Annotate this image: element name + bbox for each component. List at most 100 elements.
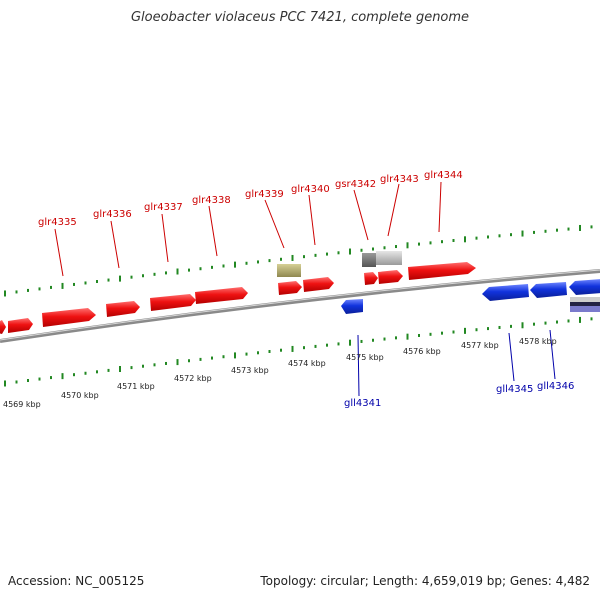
gene-label-forward: glr4337: [144, 202, 183, 213]
kbp-label: 4575 kbp: [346, 353, 384, 362]
minor-tick: [452, 238, 455, 242]
minor-tick: [498, 234, 501, 238]
minor-tick: [165, 361, 167, 365]
minor-tick: [510, 324, 512, 328]
gene-label-forward: gsr4342: [335, 179, 376, 190]
major-tick: [119, 275, 121, 282]
gene-arrow-forward: [408, 262, 476, 280]
minor-tick: [372, 338, 374, 342]
minor-tick: [441, 331, 443, 335]
kbp-label: 4573 kbp: [231, 366, 269, 375]
genome-backbone: [0, 269, 600, 343]
reverse-genes: [341, 279, 600, 314]
kbp-label: 4571 kbp: [117, 382, 155, 391]
gene-arrow-forward: [195, 287, 248, 304]
minor-tick: [27, 379, 29, 383]
minor-tick: [257, 351, 259, 355]
major-tick: [349, 339, 351, 346]
reverse-feature-grey: [570, 297, 600, 302]
gene-arrow-forward: [378, 270, 403, 284]
minor-tick: [303, 346, 305, 350]
minor-tick: [452, 330, 455, 334]
major-tick: [464, 327, 466, 334]
minor-tick: [533, 322, 535, 326]
gene-arrow-forward: [364, 272, 378, 285]
pseudogene-feature: [376, 251, 402, 265]
gene-arrow-reverse: [530, 282, 567, 298]
minor-tick: [326, 252, 328, 256]
minor-tick: [383, 246, 386, 250]
minor-tick: [487, 235, 489, 239]
minor-tick: [280, 348, 282, 352]
minor-tick: [533, 230, 535, 234]
minor-tick: [280, 257, 282, 261]
gene-label-forward: glr4343: [380, 174, 419, 185]
gene-arrow-reverse: [569, 279, 600, 295]
gene-label-reverse: gll4341: [344, 398, 381, 409]
minor-tick: [38, 377, 41, 381]
reverse-feature-dark: [570, 302, 600, 306]
minor-tick: [188, 359, 190, 363]
minor-tick: [96, 370, 98, 374]
rna-feature: [277, 264, 301, 277]
minor-tick: [395, 336, 397, 340]
reverse-feature-lavender: [570, 306, 600, 312]
major-tick: [4, 290, 6, 297]
minor-tick: [257, 260, 259, 264]
gene-arrow-forward: [42, 308, 96, 327]
minor-tick: [73, 373, 75, 377]
minor-tick: [153, 363, 156, 367]
gene-label-forward: glr4336: [93, 209, 132, 220]
minor-tick: [73, 282, 75, 286]
minor-tick: [475, 236, 478, 240]
gene-arrow-forward: [106, 301, 140, 317]
minor-tick: [544, 229, 547, 233]
major-tick: [406, 333, 409, 340]
minor-tick: [15, 290, 18, 294]
minor-tick: [211, 265, 213, 269]
minor-tick: [130, 275, 133, 279]
minor-tick: [510, 233, 512, 237]
major-tick: [291, 345, 294, 352]
minor-tick: [50, 376, 52, 380]
minor-tick: [360, 248, 363, 252]
gene-arrow-forward: [278, 281, 302, 295]
minor-tick: [498, 325, 501, 329]
minor-tick: [556, 320, 558, 324]
gene-label-reverse: gll4345: [496, 384, 533, 395]
minor-tick: [211, 356, 213, 360]
outer-tick-track: [4, 224, 593, 297]
major-tick: [61, 373, 64, 380]
minor-tick: [429, 241, 432, 245]
gene-label-forward: glr4344: [424, 170, 463, 181]
minor-tick: [84, 281, 87, 285]
minor-tick: [268, 259, 271, 263]
inner-tick-track: [4, 316, 593, 387]
major-tick: [521, 230, 524, 237]
minor-tick: [590, 317, 593, 321]
kbp-label: 4577 kbp: [461, 341, 499, 350]
minor-tick: [544, 321, 547, 325]
minor-tick: [395, 245, 397, 249]
major-tick: [234, 261, 236, 268]
minor-tick: [188, 268, 190, 272]
minor-tick: [326, 343, 328, 347]
accession-label: Accession: NC_005125: [8, 574, 145, 588]
minor-tick: [96, 280, 98, 284]
gene-label-forward: glr4335: [38, 217, 77, 228]
minor-tick: [556, 228, 558, 232]
minor-tick: [360, 339, 363, 343]
genome-summary: Topology: circular; Length: 4,659,019 bp…: [260, 574, 590, 588]
minor-tick: [441, 240, 443, 244]
minor-tick: [337, 251, 340, 255]
minor-tick: [314, 253, 317, 257]
gene-arrow-forward: [0, 320, 6, 334]
minor-tick: [38, 287, 41, 291]
kbp-label: 4572 kbp: [174, 374, 212, 383]
gene-arrow-reverse: [341, 299, 363, 314]
minor-tick: [475, 328, 478, 332]
minor-tick: [199, 267, 202, 271]
minor-tick: [245, 261, 248, 265]
kbp-label: 4570 kbp: [61, 391, 99, 400]
minor-tick: [314, 344, 317, 348]
